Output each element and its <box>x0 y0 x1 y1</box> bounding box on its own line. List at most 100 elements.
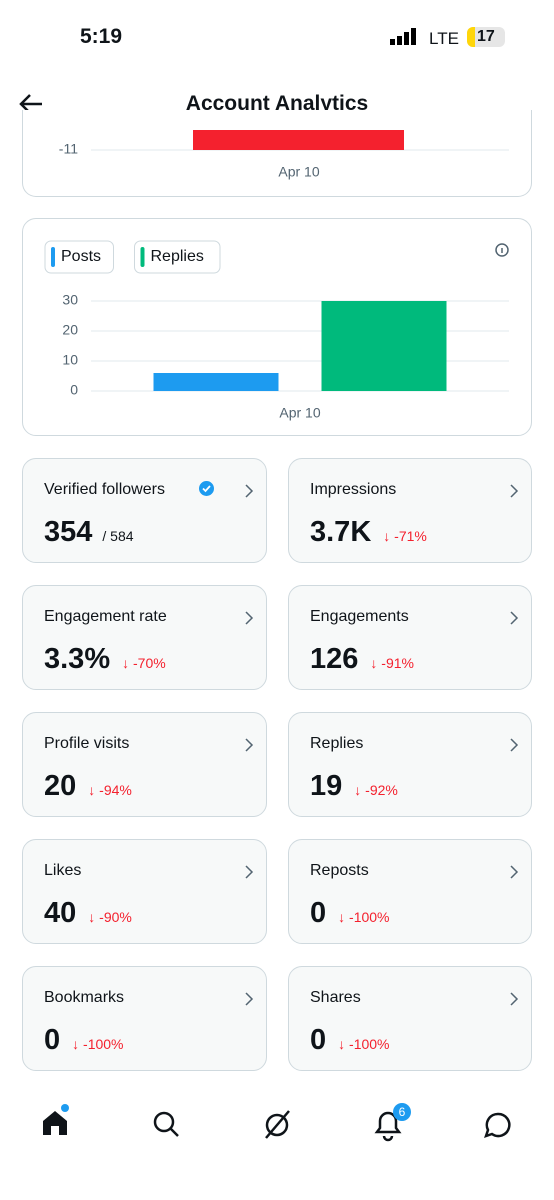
metric-label: Replies <box>310 735 364 752</box>
down-arrow: ↓ <box>383 528 395 544</box>
metric-change: ↓ -94% <box>88 782 132 798</box>
metric-change: ↓ -70% <box>122 655 166 671</box>
metric-label: Engagement rate <box>44 608 167 625</box>
change-value: -94% <box>99 782 132 798</box>
metric-number: 354 <box>44 516 93 548</box>
legend-swatch <box>51 247 55 267</box>
metric-number: 126 <box>310 643 359 675</box>
search-icon[interactable] <box>153 1111 179 1137</box>
metric-value: 3.7K ↓ -71% <box>310 516 427 549</box>
metric-number: 0 <box>310 1024 327 1056</box>
bottom-nav: 6 <box>43 1103 511 1142</box>
metric-label: Shares <box>310 989 361 1006</box>
metric-number: 0 <box>310 897 327 929</box>
verified-badge <box>193 481 215 499</box>
chevron <box>509 610 519 631</box>
metric-card[interactable]: Bookmarks 0 ↓ -100% <box>22 966 267 1071</box>
metric-value: 3.3% ↓ -70% <box>44 643 166 676</box>
chevron <box>509 483 519 504</box>
change-value: -92% <box>365 782 398 798</box>
legend-label: Posts <box>61 248 101 265</box>
metric-card[interactable]: Reposts 0 ↓ -100% <box>288 839 532 944</box>
legend-swatch <box>140 247 145 267</box>
chart-card: 0 10 20 30 Posts Replies Apr 10 <box>22 218 532 436</box>
bar <box>193 130 404 150</box>
home-icon[interactable] <box>43 1111 67 1135</box>
metric-card[interactable]: Replies 19 ↓ -92% <box>288 712 532 817</box>
metric-card[interactable]: Profile visits 20 ↓ -94% <box>22 712 267 817</box>
y-tick-label: 0 <box>70 382 78 398</box>
chevron <box>244 483 254 504</box>
x-tick-label: Apr 10 <box>278 164 319 180</box>
down-arrow: ↓ <box>88 909 100 925</box>
chevron <box>509 737 519 758</box>
metric-value: 126 ↓ -91% <box>310 643 414 676</box>
change-value: -91% <box>381 655 414 671</box>
y-tick-label: 10 <box>62 352 78 368</box>
metric-change: ↓ -71% <box>383 528 427 544</box>
metric-number: 19 <box>310 770 343 802</box>
metric-label: Likes <box>44 862 82 879</box>
metric-number: 3.3% <box>44 643 111 675</box>
info-icon[interactable] <box>495 243 509 257</box>
chevron <box>244 991 254 1012</box>
metric-value: 20 ↓ -94% <box>44 770 132 803</box>
down-arrow: ↓ <box>354 782 366 798</box>
metric-change: ↓ -92% <box>354 782 398 798</box>
network: LTE <box>429 29 459 48</box>
top-chart-card: -11 Apr 10 <box>22 110 532 197</box>
down-arrow: ↓ <box>122 655 133 671</box>
y-tick-label: 20 <box>62 322 78 338</box>
change-value: -90% <box>99 909 132 925</box>
notifications-icon[interactable] <box>374 1111 402 1142</box>
metric-value: 0 ↓ -100% <box>44 1024 124 1057</box>
legend-label: Replies <box>151 248 204 265</box>
badge <box>393 1103 411 1121</box>
metric-card[interactable]: Shares 0 ↓ -100% <box>288 966 532 1071</box>
metric-card[interactable]: Engagements 126 ↓ -91% <box>288 585 532 690</box>
change-value: -71% <box>394 528 427 544</box>
metric-label: Reposts <box>310 862 369 879</box>
time: 5:19 <box>80 25 123 48</box>
chevron <box>509 864 519 885</box>
metric-change: ↓ -90% <box>88 909 132 925</box>
change-value: -70% <box>133 655 166 671</box>
metric-change: ↓ -100% <box>338 909 389 925</box>
top-chart: -11 Apr 10 <box>59 130 509 180</box>
messages-icon[interactable] <box>484 1112 511 1138</box>
battery: 17 <box>467 27 505 47</box>
legend-item[interactable] <box>134 240 221 274</box>
notification-badge: 6 <box>399 1105 406 1119</box>
down-arrow: ↓ <box>88 782 100 798</box>
change-value: -100% <box>83 1036 124 1052</box>
metric-label: Profile visits <box>44 735 130 752</box>
signal-icon <box>390 28 416 45</box>
chevron <box>244 610 254 631</box>
chevron <box>509 991 519 1012</box>
y-tick-label: 30 <box>62 292 78 308</box>
down-arrow: ↓ <box>338 1036 350 1052</box>
metric-change: ↓ -91% <box>370 655 414 671</box>
legend-item[interactable] <box>44 240 114 274</box>
bar <box>321 301 447 391</box>
metric-number: 0 <box>44 1024 61 1056</box>
metric-value: 0 ↓ -100% <box>310 1024 390 1057</box>
metric-label: Engagements <box>310 608 409 625</box>
bar-chart: 0 10 20 30 Posts Replies Apr 10 <box>44 240 509 421</box>
metric-label: Verified followers <box>44 481 165 498</box>
metric-change: ↓ -100% <box>72 1036 123 1052</box>
bar <box>153 373 279 391</box>
metric-value: 0 ↓ -100% <box>310 897 390 930</box>
metric-number: 3.7K <box>310 516 372 548</box>
metric-card[interactable]: Likes 40 ↓ -90% <box>22 839 267 944</box>
metric-number: 20 <box>44 770 77 802</box>
metric-change: ↓ -100% <box>338 1036 389 1052</box>
change-value: -100% <box>349 909 390 925</box>
metric-value: 354 / 584 <box>44 516 134 549</box>
metric-card[interactable]: Impressions 3.7K ↓ -71% <box>288 458 532 563</box>
chevron <box>244 864 254 885</box>
metric-card[interactable]: Verified followers 354 / 584 <box>22 458 267 563</box>
grok-icon[interactable] <box>265 1110 290 1139</box>
metric-card[interactable]: Engagement rate 3.3% ↓ -70% <box>22 585 267 690</box>
